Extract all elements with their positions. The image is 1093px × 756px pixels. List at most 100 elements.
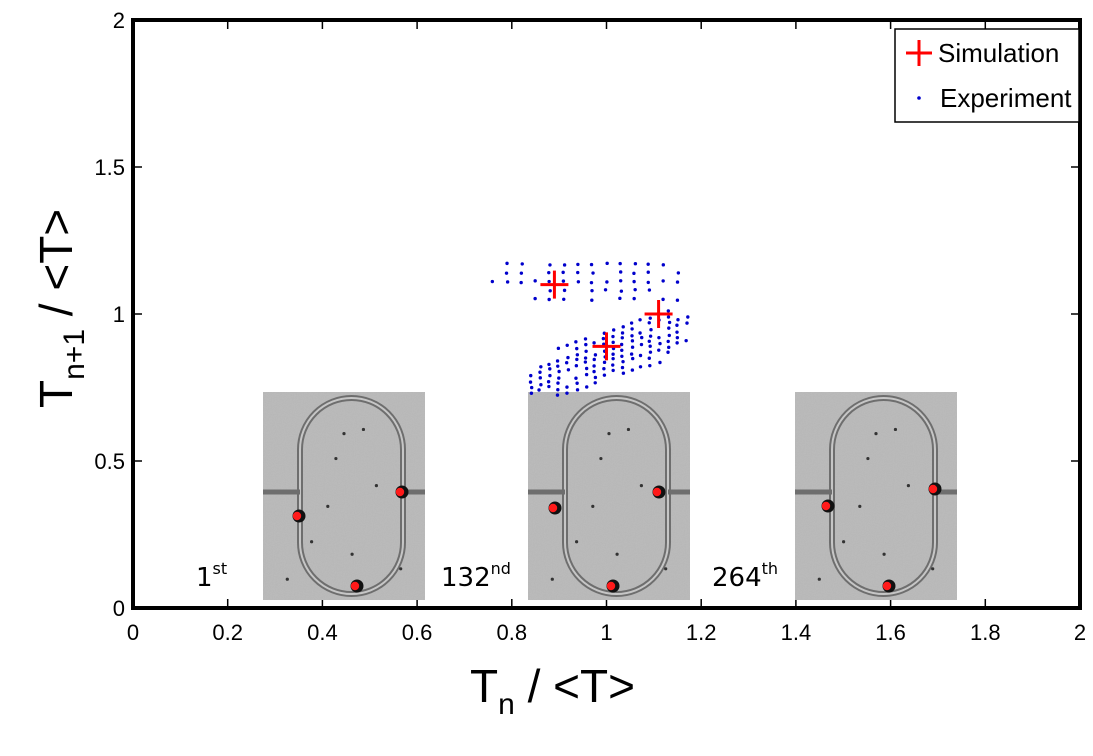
inset-speck (874, 432, 878, 436)
experiment-point (632, 271, 636, 276)
experiment-point (538, 376, 542, 380)
experiment-point (576, 280, 581, 284)
y-tick-label: 2 (113, 8, 125, 33)
inset-speck (591, 504, 595, 508)
inset-caption-3: 264th (712, 559, 778, 593)
y-tick-label: 1.5 (94, 155, 125, 180)
experiment-point (592, 369, 596, 374)
experiment-point (561, 279, 566, 283)
experiment-point (618, 279, 623, 283)
experiment-point (638, 365, 643, 369)
axis-tick-labels: 0 0.2 0.4 0.6 0.8 1 1.2 1.4 1.6 1.8 2 0 0.5 1 1.5 2 (94, 8, 1086, 645)
inset-speck (906, 484, 911, 488)
experiment-point (533, 279, 537, 283)
experiment-point (547, 279, 551, 284)
experiment-point (632, 279, 636, 284)
x-tick-label: 1.2 (686, 620, 717, 645)
legend-simulation-marker (906, 40, 932, 66)
experiment-point (646, 270, 650, 274)
x-tick-label: 0.8 (497, 620, 528, 645)
x-tick-label: 2 (1074, 620, 1086, 645)
experiment-point (618, 296, 622, 301)
experiment-point (646, 280, 650, 285)
experiment-point (590, 298, 594, 302)
inset-speck (893, 427, 898, 432)
experiment-point (605, 280, 609, 284)
experiment-point (584, 349, 588, 353)
y-axis-label: Tn+1 / <T> (30, 209, 91, 408)
experiment-point (505, 280, 510, 284)
experiment-point (666, 350, 670, 354)
x-tick-label: 1.4 (781, 620, 812, 645)
x-tick-label: 0.4 (307, 620, 338, 645)
inset-speck (664, 567, 668, 571)
inset-speck (342, 432, 346, 436)
experiment-point (648, 363, 652, 368)
experiment-point (633, 261, 638, 266)
experiment-point (505, 261, 509, 266)
experiment-point (675, 341, 679, 345)
simulation-point (592, 332, 621, 361)
droplet (606, 581, 616, 591)
inset-image-3 (795, 392, 957, 600)
experiment-point (638, 331, 642, 335)
inset-image-1 (263, 392, 425, 600)
inset-speck (575, 540, 579, 544)
experiment-point (584, 342, 588, 347)
experiment-point (592, 364, 596, 368)
inset-speck (361, 427, 366, 432)
experiment-point (529, 385, 534, 390)
inset-speck (639, 484, 644, 488)
inset-speck (550, 577, 554, 581)
experiment-point (630, 368, 635, 372)
experiment-point (538, 370, 542, 374)
channel-loop-inner (831, 397, 936, 595)
experiment-point (583, 356, 588, 360)
experiment-point (589, 262, 594, 267)
experiment-point (575, 353, 580, 357)
experiment-point (583, 360, 588, 364)
experiment-point (603, 288, 608, 292)
experiment-point (629, 352, 634, 356)
experiment-point (504, 271, 509, 275)
experiment-point (630, 334, 634, 338)
droplet (395, 487, 405, 497)
experiment-point (667, 320, 672, 325)
experiment-point (632, 296, 636, 301)
experiment-point (548, 367, 552, 371)
experiment-point (621, 359, 625, 364)
experiment-point (584, 366, 589, 371)
legend-experiment-label: Experiment (940, 83, 1072, 113)
experiment-point (657, 348, 661, 352)
inset-speck (310, 540, 314, 544)
experiment-point (686, 315, 690, 319)
experiment-point (562, 297, 566, 301)
experiment-point (555, 359, 560, 363)
experiment-point (565, 343, 569, 347)
x-tick-label: 0.2 (212, 620, 243, 645)
experiment-point (661, 297, 665, 302)
experiment-point (565, 385, 569, 389)
experiment-point (638, 318, 642, 322)
inset-images: 1st 132nd 264th (196, 392, 957, 600)
x-tick-label: 0 (127, 620, 139, 645)
experiment-point (566, 368, 571, 372)
experiment-point (576, 262, 580, 267)
experiment-point (620, 336, 624, 340)
experiment-point (591, 271, 595, 275)
experiment-point (647, 356, 651, 360)
legend-box (894, 28, 1080, 123)
experiment-point (639, 342, 644, 347)
experiment-point (556, 346, 561, 351)
simulation-point (540, 270, 569, 299)
experiment-point (566, 355, 570, 360)
experiment-point (619, 289, 624, 293)
experiment-point (602, 367, 606, 371)
channel-loop-inner (564, 397, 669, 595)
experiment-point (547, 270, 551, 275)
experiment-point (611, 363, 615, 367)
inset-speck (326, 504, 330, 508)
experiment-point (630, 345, 635, 349)
experiment-point (557, 369, 561, 374)
